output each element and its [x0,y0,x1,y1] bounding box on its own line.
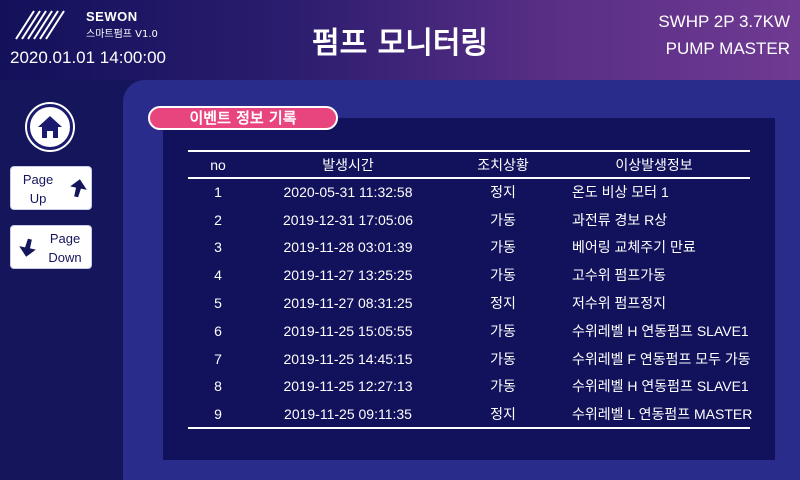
cell-no: 7 [214,350,222,367]
event-log-table: no 발생시간 조치상황 이상발생정보 1 2020-05-31 11:32:5… [188,150,753,429]
current-datetime: 2020.01.01 14:00:00 [10,48,166,67]
table-row[interactable]: 8 2019-11-25 12:27:13 가동 수위레벨 H 연동펌프 SLA… [188,373,750,401]
page-up-label: Page Up [15,170,61,208]
cell-time: 2019-11-25 12:27:13 [283,378,413,395]
cell-info: 고수위 펌프가동 [572,267,667,284]
page-down-label-line2: Down [48,250,82,265]
column-header-time: 발생시간 [322,156,374,173]
cell-no: 8 [214,378,222,395]
table-row[interactable]: 3 2019-11-28 03:01:39 가동 베어링 교체주기 만료 [188,234,750,262]
logo-slashes-icon [15,10,65,40]
table-row[interactable]: 7 2019-11-25 14:45:15 가동 수위레벨 F 연동펌프 모두 … [188,345,751,373]
model-name: PUMP MASTER [665,39,790,58]
page-up-label-line2: Up [29,191,47,206]
sewon-logo: SEWON 스마트펌프 V1.0 [14,9,184,41]
table-row[interactable]: 1 2020-05-31 11:32:58 정지 온도 비상 모터 1 [188,178,750,206]
cell-time: 2019-11-28 03:01:39 [283,239,413,256]
page-up-label-line1: Page [22,172,54,187]
header-bar: SEWON 스마트펌프 V1.0 2020.01.01 14:00:00 펌프 … [0,0,800,80]
cell-action: 정지 [490,184,516,201]
cell-no: 6 [214,322,222,339]
cell-action: 가동 [490,239,516,256]
cell-info: 수위레벨 F 연동펌프 모두 가동 [572,350,751,367]
cell-info: 수위레벨 H 연동펌프 SLAVE1 [572,322,749,339]
cell-info: 수위레벨 H 연동펌프 SLAVE1 [572,378,749,395]
cell-time: 2019-11-27 08:31:25 [283,295,413,312]
cell-time: 2019-11-25 09:11:35 [284,405,412,422]
table-row[interactable]: 6 2019-11-25 15:05:55 가동 수위레벨 H 연동펌프 SLA… [188,317,750,345]
cell-no: 9 [214,405,222,422]
arrow-up-icon [70,179,87,198]
cell-time: 2019-11-27 13:25:25 [283,267,413,284]
page-down-label-line1: Page [49,231,81,246]
page-up-button[interactable]: Page Up [10,166,92,210]
table-row[interactable]: 4 2019-11-27 13:25:25 가동 고수위 펌프가동 [188,261,750,289]
home-button[interactable] [27,104,73,150]
table-row[interactable]: 2 2019-12-31 17:05:06 가동 과전류 경보 R상 [188,206,750,234]
column-header-no: no [210,156,226,173]
column-header-action: 조치상황 [477,156,529,173]
cell-no: 2 [214,211,222,228]
cell-time: 2019-12-31 17:05:06 [283,211,413,228]
cell-no: 4 [214,267,222,284]
cell-action: 정지 [490,405,516,422]
cell-action: 가동 [490,322,516,339]
page-down-label: Page Down [41,229,89,267]
logo-product: 스마트펌프 V1.0 [86,29,158,40]
cell-action: 가동 [490,350,516,367]
table-row[interactable]: 5 2019-11-27 08:31:25 정지 저수위 펌프정지 [188,289,750,317]
model-spec: SWHP 2P 3.7KW [658,12,790,31]
page-down-button[interactable]: Page Down [10,225,92,269]
event-table-card: no 발생시간 조치상황 이상발생정보 1 2020-05-31 11:32:5… [163,118,775,460]
cell-no: 1 [214,184,222,201]
cell-info: 베어링 교체주기 만료 [572,239,696,256]
cell-info: 온도 비상 모터 1 [572,184,669,201]
column-header-info: 이상발생정보 [615,156,693,173]
cell-action: 가동 [490,211,516,228]
home-icon [38,116,62,138]
table-row[interactable]: 9 2019-11-25 09:11:35 정지 수위레벨 L 연동펌프 MAS… [188,400,753,428]
cell-action: 가동 [490,267,516,284]
arrow-down-icon [19,238,36,257]
page-title: 펌프 모니터링 [311,26,489,61]
logo-brand: SEWON [86,9,138,24]
cell-action: 정지 [490,295,516,312]
cell-no: 5 [214,295,222,312]
section-title-badge: 이벤트 정보 기록 [148,106,338,130]
cell-time: 2020-05-31 11:32:58 [283,184,413,201]
cell-time: 2019-11-25 14:45:15 [283,350,413,367]
cell-info: 과전류 경보 R상 [572,211,668,228]
cell-time: 2019-11-25 15:05:55 [283,322,413,339]
cell-no: 3 [214,239,222,256]
cell-action: 가동 [490,378,516,395]
cell-info: 수위레벨 L 연동펌프 MASTER [572,405,753,422]
cell-info: 저수위 펌프정지 [572,295,667,312]
table-header-row: no 발생시간 조치상황 이상발생정보 [188,151,750,178]
